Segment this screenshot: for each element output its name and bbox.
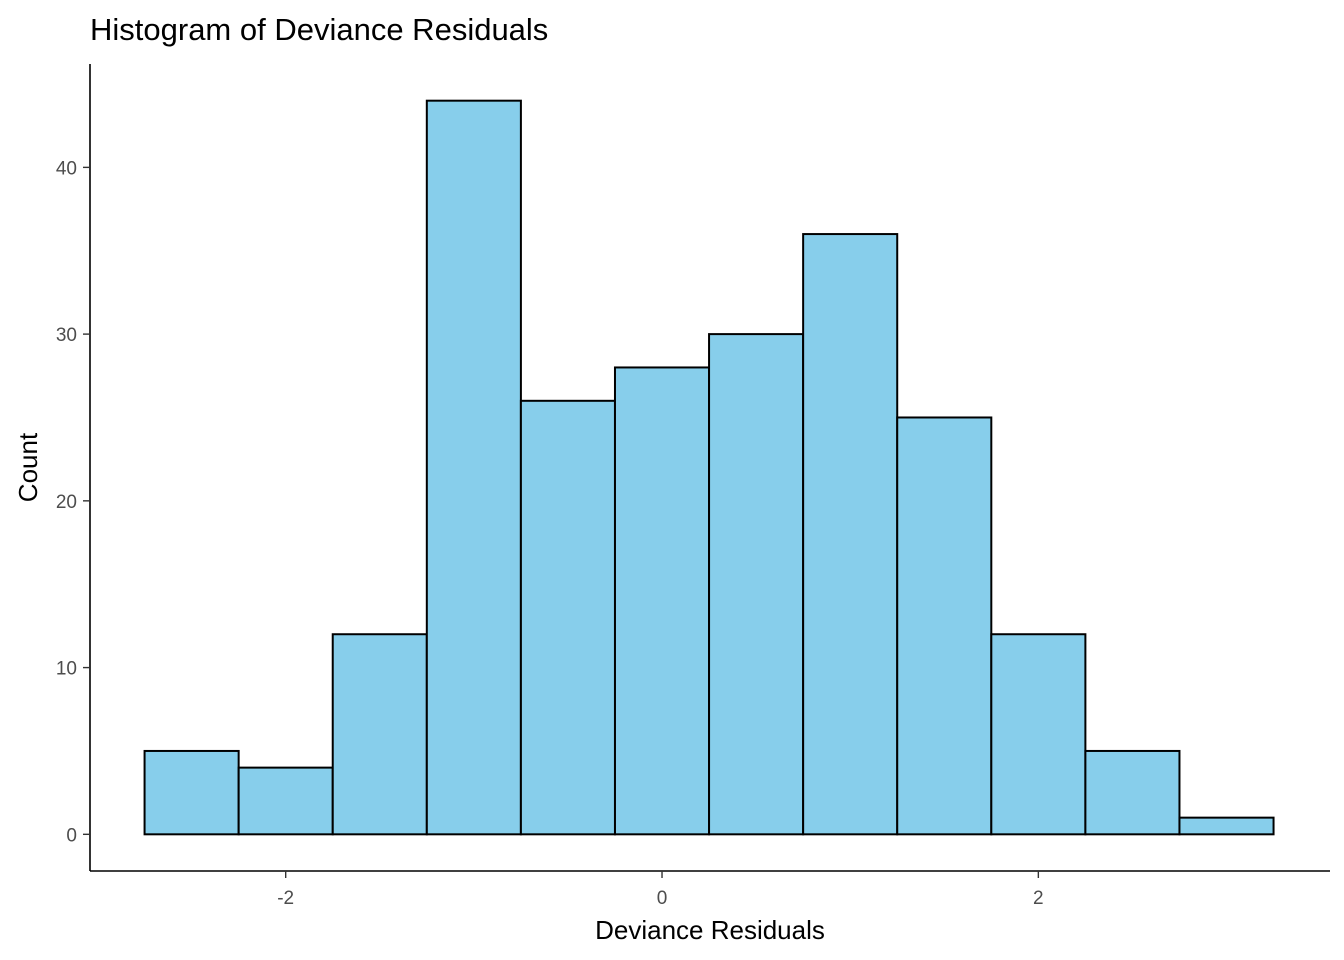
y-tick-label: 30: [56, 325, 77, 346]
bars-group: [143, 99, 1275, 836]
x-tick-label: 0: [657, 888, 668, 909]
y-tick-label: 20: [56, 492, 77, 513]
y-axis-ticks: 0 10 20 30 40: [56, 158, 90, 846]
x-tick-label: 2: [1033, 888, 1044, 909]
histogram-bar-3: [331, 633, 428, 836]
y-axis-title: Count: [13, 432, 43, 502]
x-axis-ticks: -2 0 2: [277, 871, 1044, 909]
y-tick-label: 40: [56, 158, 77, 179]
histogram-bar-9: [896, 416, 993, 836]
histogram-bar-2: [237, 766, 334, 836]
x-tick-label: -2: [277, 888, 294, 909]
histogram-bar-8: [802, 233, 899, 836]
histogram-bar-12: [1178, 816, 1275, 836]
y-tick-label: 10: [56, 659, 77, 680]
y-tick-label: 0: [66, 825, 77, 846]
histogram-bar-1: [143, 749, 240, 836]
histogram-bar-4: [425, 99, 522, 836]
histogram-bar-11: [1084, 749, 1181, 836]
histogram-bar-6: [613, 366, 711, 836]
histogram-bar-7: [708, 333, 805, 836]
x-axis-title: Deviance Residuals: [595, 915, 825, 945]
chart-title: Histogram of Deviance Residuals: [90, 12, 548, 47]
histogram-bar-5: [519, 399, 616, 836]
histogram-bar-10: [990, 633, 1087, 836]
